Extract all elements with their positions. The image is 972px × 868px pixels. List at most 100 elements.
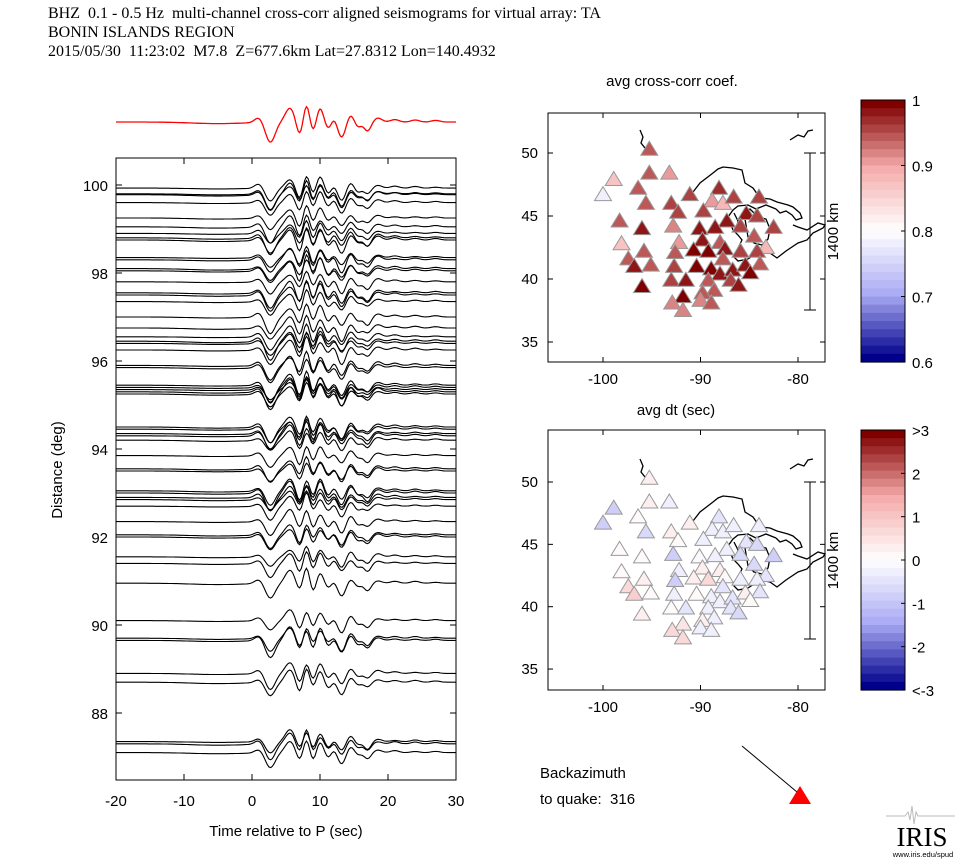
coastline — [789, 458, 814, 470]
station-triangle-icon — [693, 559, 712, 575]
section-xlabel: Time relative to P (sec) — [209, 823, 362, 840]
seismogram-logo-icon — [886, 805, 955, 825]
seismogram-trace — [116, 545, 456, 568]
station-triangle-icon — [729, 276, 748, 292]
colorbar-band — [861, 271, 905, 281]
station-triangle-icon — [740, 591, 760, 607]
x-tick-label: 10 — [312, 793, 329, 810]
backazimuth-value: to quake: 316 — [540, 791, 636, 808]
colorbar-band — [861, 592, 905, 602]
station-triangle-icon — [636, 194, 656, 210]
y-tick-label: 90 — [91, 618, 108, 635]
station-triangle-icon — [749, 188, 769, 204]
seismogram-trace — [116, 214, 456, 244]
seismogram-trace — [116, 728, 456, 761]
colorbar-band — [861, 100, 905, 109]
station-triangle-icon — [628, 179, 648, 195]
title-line-3: 2015/05/30 11:23:02 M7.8 Z=677.6km Lat=2… — [48, 43, 496, 60]
seismogram-trace — [116, 190, 456, 216]
colorbar-tick-label: -1 — [912, 596, 925, 613]
station-triangle-icon — [662, 293, 682, 310]
station-triangle-icon — [659, 492, 679, 509]
colorbar-tick-label: 0.6 — [912, 355, 933, 372]
y-tick-label: 96 — [91, 354, 108, 371]
station-triangle-icon — [691, 291, 710, 307]
colorbar-band — [861, 438, 905, 447]
coastline — [692, 495, 803, 550]
section-ylabel: Distance (deg) — [49, 421, 66, 519]
x-tick-label: -100 — [588, 371, 618, 388]
map-cc-chart: 1400 km -100 -90 -80 35 40 45 50 — [521, 112, 842, 388]
iris-url[interactable]: www.iris.edu/spud — [892, 850, 953, 859]
station-triangle-icon — [731, 242, 750, 258]
map-dt-title: avg dt (sec) — [637, 402, 715, 419]
x-tick-label: -80 — [787, 699, 809, 716]
seismogram-trace — [116, 355, 456, 384]
backazimuth-arrow-line — [741, 745, 798, 793]
station-triangle-icon — [694, 530, 713, 546]
colorbar-band — [861, 173, 905, 183]
seismogram-trace — [116, 485, 456, 512]
y-tick-label: 88 — [91, 706, 108, 723]
station-triangle-icon — [750, 582, 770, 599]
station-triangle-icon — [610, 540, 629, 556]
colorbar-band — [861, 165, 905, 175]
station-triangle-icon — [709, 507, 729, 524]
station-triangle-icon — [664, 257, 684, 273]
station-triangle-icon — [717, 540, 737, 556]
y-tick-label: 35 — [521, 334, 538, 351]
scale-bar-label: 1400 km — [825, 532, 842, 590]
station-triangle-icon — [632, 547, 652, 564]
coastline — [789, 129, 814, 141]
colorbar-band — [861, 345, 905, 355]
station-triangle-icon — [632, 219, 652, 236]
colorbar-band — [861, 608, 905, 618]
seismogram-trace — [116, 257, 456, 282]
seismogram-trace — [116, 415, 456, 444]
colorbar-band — [861, 280, 905, 289]
colorbar-band — [861, 288, 905, 298]
x-tick-label: 0 — [248, 793, 256, 810]
seismogram-trace — [116, 462, 456, 482]
colorbar-band — [861, 576, 905, 585]
station-triangle-icon — [612, 234, 631, 251]
station-triangle-icon — [641, 584, 661, 600]
station-triangle-icon — [713, 577, 733, 594]
seismogram-trace — [116, 729, 456, 754]
colorbar-band — [861, 206, 905, 216]
colorbar-band — [861, 157, 905, 167]
station-triangle-icon — [669, 561, 689, 578]
station-triangle-icon — [701, 621, 721, 637]
colorbar-band — [861, 263, 905, 273]
station-triangle-icon — [702, 520, 722, 536]
seismogram-trace — [116, 508, 456, 537]
seismogram-trace — [116, 739, 456, 769]
backazimuth-label: Backazimuth — [540, 765, 626, 782]
seismogram-trace — [116, 609, 456, 634]
seismogram-trace — [116, 350, 456, 381]
station-triangle-icon — [702, 191, 722, 208]
colorbar-band — [861, 247, 905, 257]
station-triangle-icon — [673, 301, 693, 317]
seismogram-trace — [116, 423, 456, 450]
colorbar-band — [861, 255, 905, 265]
station-triangle-icon — [632, 277, 652, 294]
x-tick-label: -100 — [588, 699, 618, 716]
colorbar-band — [861, 503, 905, 512]
seismogram-trace — [116, 491, 456, 521]
station-triangle-icon — [698, 242, 718, 258]
colorbar-band — [861, 560, 905, 569]
y-tick-label: 45 — [521, 536, 538, 553]
station-triangle-icon — [624, 257, 644, 273]
seismogram-trace — [116, 480, 456, 512]
colorbar-band — [861, 312, 905, 322]
colorbar-band — [861, 665, 905, 675]
colorbar-dt: >3 2 1 0 -1 -2 <-3 — [860, 423, 934, 700]
colorbar-band — [861, 239, 905, 248]
y-tick-label: 45 — [521, 208, 538, 225]
seismogram-trace — [116, 455, 456, 483]
station-triangle-icon — [729, 603, 748, 620]
station-triangle-icon — [659, 164, 679, 180]
station-triangle-icon — [610, 212, 629, 228]
colorbar-band — [861, 108, 905, 117]
